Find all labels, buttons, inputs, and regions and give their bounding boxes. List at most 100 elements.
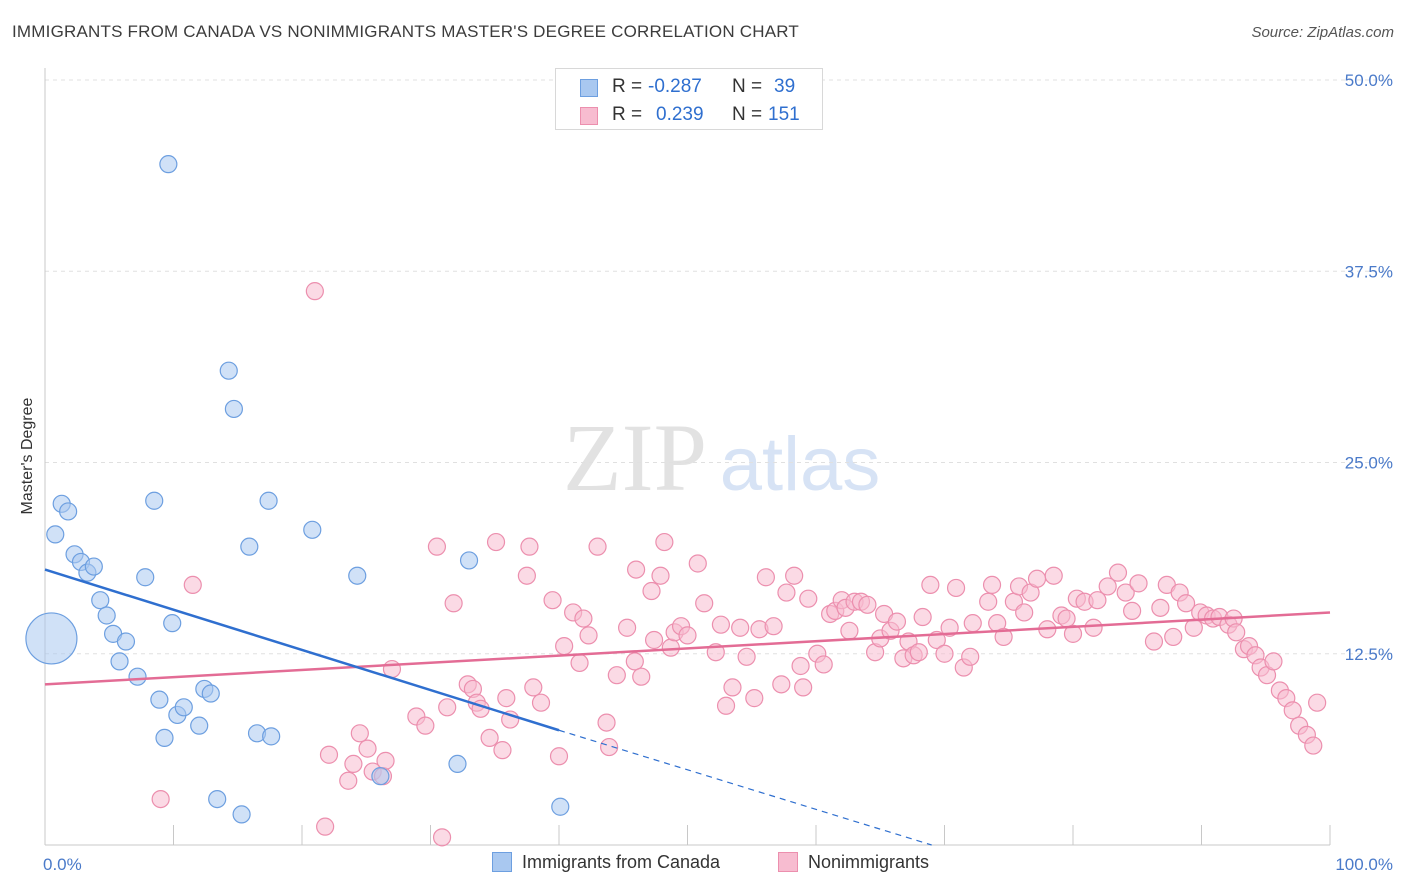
r-value: -0.287 xyxy=(648,76,702,97)
nonimmigrants-point xyxy=(794,678,813,697)
canada-point xyxy=(371,767,390,786)
nonimmigrants-point xyxy=(678,626,697,645)
y-tick-label: 37.5% xyxy=(1345,262,1393,281)
nonimmigrants-point xyxy=(655,532,674,552)
canada-point xyxy=(59,502,78,521)
nonimmigrants-point xyxy=(695,594,714,613)
canada-point xyxy=(150,690,169,709)
nonimmigrants-point xyxy=(840,621,859,640)
nonimmigrants-point xyxy=(618,618,637,637)
nonimmigrants-point xyxy=(1123,601,1142,621)
n-label: N = xyxy=(732,104,763,125)
nonimmigrants-point xyxy=(151,789,170,809)
nonimmigrants-point xyxy=(480,728,499,748)
nonimmigrants-point xyxy=(799,589,818,608)
nonimmigrants-point xyxy=(711,615,731,634)
canada-point xyxy=(116,632,136,651)
canada-point xyxy=(163,614,182,633)
chart-source: Source: ZipAtlas.com xyxy=(1251,24,1394,41)
nonimmigrants-point xyxy=(486,532,506,552)
nonimmigrants-point xyxy=(772,675,791,694)
nonimmigrants-point xyxy=(1308,693,1327,712)
n-value: 151 xyxy=(768,104,800,125)
nonimmigrants-point xyxy=(1164,627,1183,647)
nonimmigrants-point xyxy=(316,817,335,836)
nonimmigrants-point xyxy=(1264,652,1283,671)
canada-point xyxy=(551,797,570,816)
nonimmigrants-point xyxy=(737,647,756,666)
nonimmigrants-point xyxy=(416,716,435,735)
canada-point xyxy=(303,520,322,539)
nonimmigrants-point xyxy=(339,771,358,790)
legend-item-canada: Immigrants from Canada xyxy=(492,852,720,878)
canada-point xyxy=(110,652,129,671)
canada-point xyxy=(348,566,367,585)
nonimmigrants-point xyxy=(935,644,954,663)
nonimmigrants-point xyxy=(1088,591,1107,610)
nonimmigrants-point xyxy=(607,666,626,685)
stats-row-nonimmigrants: R = 0.239 N = 151 xyxy=(556,101,822,129)
n-value: 39 xyxy=(774,76,796,97)
canada-swatch xyxy=(492,852,512,872)
nonimmigrants-point xyxy=(1283,701,1302,720)
nonimmigrants-point xyxy=(887,612,907,631)
nonimmigrants-point xyxy=(661,638,680,657)
nonimmigrants-point xyxy=(549,747,569,766)
nonimmigrants-point xyxy=(1108,563,1128,582)
canada-point xyxy=(262,727,281,746)
nonimmigrants-point xyxy=(600,737,619,757)
nonimmigrants-point xyxy=(183,575,202,595)
nonimmigrants-point xyxy=(493,741,512,760)
nonimmigrants-point xyxy=(588,537,607,556)
canada-point xyxy=(136,568,155,587)
nonimmigrants-point xyxy=(756,568,775,587)
nonimmigrants-point xyxy=(1027,569,1047,588)
nonimmigrants-point xyxy=(814,655,833,674)
nonimmigrants-point xyxy=(524,678,543,697)
y-axis-label: Master's Degree xyxy=(19,397,36,515)
y-tick-label: 12.5% xyxy=(1345,645,1393,664)
canada-trend-extension xyxy=(558,729,932,846)
nonimmigrants-point xyxy=(1015,603,1034,622)
canada-point xyxy=(155,728,174,748)
nonimmigrants-point xyxy=(791,656,810,676)
nonimmigrants-point xyxy=(1176,594,1196,613)
canada-point xyxy=(159,155,178,174)
legend-label: Nonimmigrants xyxy=(808,852,930,872)
nonimmigrants-point xyxy=(785,566,804,585)
nonimmigrants-point xyxy=(961,647,980,666)
nonimmigrants-point xyxy=(597,713,616,732)
nonimmigrants-point xyxy=(319,745,339,764)
chart-title: IMMIGRANTS FROM CANADA VS NONIMMIGRANTS … xyxy=(12,22,800,41)
canada-point xyxy=(219,361,238,380)
nonimmigrants-point xyxy=(745,689,764,708)
canada-point xyxy=(224,399,243,419)
canada-point xyxy=(190,716,209,735)
nonimmigrants-point xyxy=(982,575,1002,595)
r-label: R = xyxy=(612,76,643,97)
r-label: R = xyxy=(612,104,643,125)
legend-item-nonimmigrants: Nonimmigrants xyxy=(778,852,929,878)
legend-label: Immigrants from Canada xyxy=(522,852,721,872)
nonimmigrants-point xyxy=(913,607,932,627)
nonimmigrants-point xyxy=(716,696,736,715)
canada-point xyxy=(84,557,103,576)
nonimmigrants-point xyxy=(543,591,562,610)
nonimmigrants-point xyxy=(1151,598,1170,617)
nonimmigrants-point xyxy=(921,575,940,595)
nonimmigrants-point xyxy=(963,614,982,633)
nonimmigrants-point xyxy=(858,595,877,614)
canada-point xyxy=(91,591,110,610)
nonimmigrants-point xyxy=(994,627,1013,647)
nonimmigrants-point xyxy=(946,578,966,598)
canada-swatch xyxy=(580,79,598,97)
nonimmigrants-point xyxy=(432,828,452,847)
nonimmigrants-trend-line xyxy=(44,611,1331,686)
canada-point xyxy=(448,754,467,774)
canada-point xyxy=(145,491,164,510)
nonimmigrants-point xyxy=(1144,632,1164,651)
nonimmigrants-point xyxy=(305,282,324,301)
nonimmigrants-point xyxy=(1098,577,1117,596)
nonimmigrants-point xyxy=(520,537,539,556)
